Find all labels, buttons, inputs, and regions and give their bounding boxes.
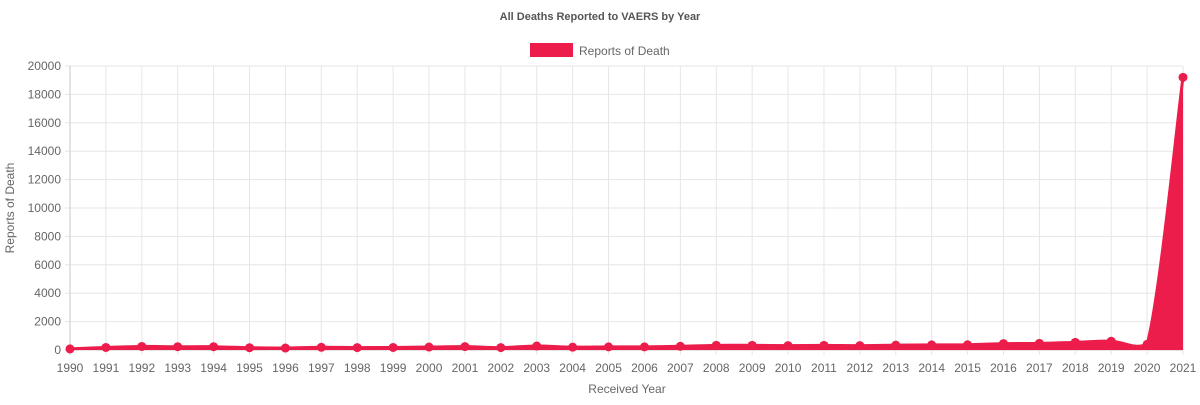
y-tick-label: 6000	[34, 258, 61, 272]
y-tick-label: 8000	[34, 229, 61, 243]
x-tick-label: 2019	[1098, 361, 1125, 375]
x-tick-label: 2015	[954, 361, 981, 375]
data-point-1994[interactable]	[209, 342, 219, 352]
x-tick-label: 1993	[164, 361, 191, 375]
x-axis-title: Received Year	[588, 382, 665, 396]
data-point-1993[interactable]	[173, 342, 183, 352]
data-point-2005[interactable]	[604, 342, 614, 352]
x-tick-label: 1995	[236, 361, 263, 375]
data-point-2013[interactable]	[891, 340, 901, 350]
data-point-2007[interactable]	[675, 341, 685, 351]
data-point-2009[interactable]	[747, 340, 757, 350]
y-tick-label: 0	[54, 343, 61, 357]
data-point-2004[interactable]	[568, 342, 578, 352]
x-tick-label: 2014	[918, 361, 945, 375]
y-tick-label: 10000	[28, 201, 62, 215]
x-tick-label: 2018	[1062, 361, 1089, 375]
data-point-2020[interactable]	[1142, 339, 1152, 349]
x-tick-label: 2020	[1134, 361, 1161, 375]
series-area-fill	[70, 77, 1183, 351]
data-point-2006[interactable]	[639, 342, 649, 352]
data-point-2021[interactable]	[1178, 72, 1188, 82]
chart-title: All Deaths Reported to VAERS by Year	[500, 11, 701, 23]
data-point-2018[interactable]	[1070, 337, 1080, 347]
data-point-2016[interactable]	[998, 339, 1008, 349]
y-tick-label: 16000	[28, 116, 62, 130]
grid-lines	[65, 65, 1184, 355]
x-tick-label: 1994	[200, 361, 227, 375]
data-point-1999[interactable]	[388, 342, 398, 352]
data-point-2011[interactable]	[819, 340, 829, 350]
legend-label: Reports of Death	[579, 44, 670, 58]
y-tick-label: 4000	[34, 286, 61, 300]
x-tick-label: 1997	[308, 361, 335, 375]
data-point-2017[interactable]	[1034, 338, 1044, 348]
y-tick-label: 2000	[34, 315, 61, 329]
data-point-2015[interactable]	[963, 340, 973, 350]
y-tick-label: 14000	[28, 144, 62, 158]
x-tick-label: 1996	[272, 361, 299, 375]
x-tick-label: 2007	[667, 361, 694, 375]
x-tick-label: 2009	[739, 361, 766, 375]
y-tick-label: 20000	[28, 59, 62, 73]
x-tick-label: 1991	[93, 361, 120, 375]
x-tick-label: 1999	[380, 361, 407, 375]
x-tick-label: 2006	[631, 361, 658, 375]
x-tick-label: 2008	[703, 361, 730, 375]
x-tick-label: 2021	[1170, 361, 1197, 375]
data-point-2010[interactable]	[783, 341, 793, 351]
data-point-2002[interactable]	[496, 343, 506, 353]
x-tick-label: 2011	[811, 361, 837, 375]
data-point-2014[interactable]	[927, 340, 937, 350]
x-tick-label: 2005	[595, 361, 622, 375]
axes: 0 2000 4000 6000 8000 10000 12000 14000 16000 180…	[28, 59, 1197, 375]
x-tick-label: 2003	[523, 361, 550, 375]
data-point-2000[interactable]	[424, 342, 434, 352]
x-tick-label: 1990	[57, 361, 84, 375]
data-point-1991[interactable]	[101, 342, 111, 352]
x-tick-label: 1992	[128, 361, 155, 375]
series-line	[69, 77, 1185, 351]
x-tick-label: 2001	[452, 361, 479, 375]
x-tick-label: 2017	[1026, 361, 1053, 375]
y-axis-title: Reports of Death	[3, 163, 17, 254]
x-tick-label: 2002	[487, 361, 514, 375]
data-point-2001[interactable]	[460, 342, 470, 352]
x-tick-label: 1998	[344, 361, 371, 375]
y-tick-label: 18000	[28, 87, 62, 101]
data-point-2012[interactable]	[855, 341, 865, 351]
data-point-1997[interactable]	[316, 342, 326, 352]
series-area	[69, 77, 1185, 351]
y-tick-label: 12000	[28, 173, 62, 187]
legend[interactable]: Reports of Death	[530, 43, 670, 58]
data-point-1996[interactable]	[280, 343, 290, 353]
data-point-1990[interactable]	[65, 344, 75, 354]
data-point-2008[interactable]	[711, 340, 721, 350]
data-point-2003[interactable]	[532, 341, 542, 351]
series-points	[65, 72, 1188, 354]
x-tick-label: 2012	[847, 361, 874, 375]
x-tick-label: 2013	[882, 361, 909, 375]
legend-swatch	[530, 43, 573, 57]
data-point-1992[interactable]	[137, 341, 147, 351]
data-point-1995[interactable]	[245, 343, 255, 353]
data-point-1998[interactable]	[352, 343, 362, 353]
data-point-2019[interactable]	[1106, 336, 1116, 346]
x-tick-label: 2004	[559, 361, 586, 375]
x-tick-label: 2016	[990, 361, 1017, 375]
x-tick-label: 2010	[775, 361, 802, 375]
x-tick-label: 2000	[416, 361, 443, 375]
